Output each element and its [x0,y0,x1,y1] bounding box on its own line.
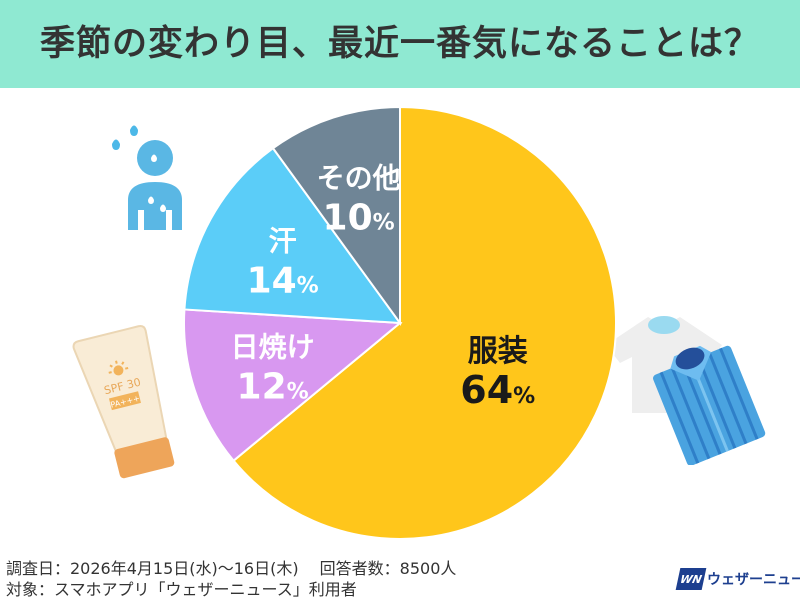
pie-slice-3 [271,105,401,327]
survey-target: 対象：スマホアプリ「ウェザーニュース」利用者 [6,580,357,599]
header-bar [0,0,800,88]
slice-value-3: 10% [323,198,395,239]
slice-label-3: その他 [317,162,401,195]
logo-mark: WN [675,568,707,590]
weathernews-logo: WN ウェザーニュース [675,566,800,592]
sweating-person-icon [112,125,182,230]
logo-text: ウェザーニュース [707,572,800,588]
page-title: 季節の変わり目、最近一番気になることは？ [39,24,760,64]
slice-label-0: 服装 [468,334,528,369]
pie-slice-0 [232,105,617,540]
slice-label-1: 日焼け [231,330,315,363]
sunscreen-tube-icon: SPF 30 PA+++ [72,325,175,479]
clothes-icon [606,316,766,465]
slice-label-2: 汗 [269,224,297,257]
survey-info: 調査日：2026年4月15日(水)～16日(木) 回答者数：8500人 [6,559,457,578]
slice-value-1: 12% [237,366,309,407]
slice-value-2: 14% [247,260,319,301]
slice-value-0: 64% [460,368,535,412]
pie-slice-2 [183,146,403,325]
pie-slice-1 [183,308,403,463]
